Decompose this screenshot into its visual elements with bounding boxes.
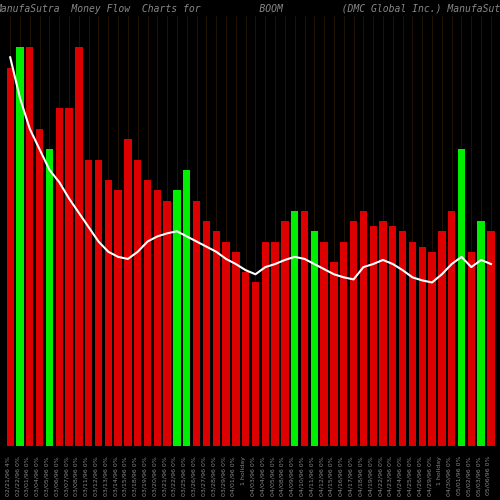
Bar [350,221,358,446]
Bar [301,211,308,446]
Bar [75,47,82,446]
Bar [310,232,318,446]
Bar [16,47,24,446]
Bar [487,232,494,446]
Bar [114,190,122,446]
Bar [46,150,53,446]
Bar [183,170,190,446]
Title: ManufaSutra  Money Flow  Charts for          BOOM          (DMC Global Inc.) Man: ManufaSutra Money Flow Charts for BOOM (… [0,4,500,14]
Bar [468,252,475,446]
Bar [134,160,141,446]
Bar [320,242,328,446]
Bar [380,221,386,446]
Bar [124,139,132,446]
Bar [104,180,112,446]
Bar [399,232,406,446]
Bar [448,211,456,446]
Bar [418,246,426,446]
Bar [26,47,34,446]
Bar [438,232,446,446]
Bar [232,252,239,446]
Bar [370,226,377,446]
Bar [212,232,220,446]
Bar [428,252,436,446]
Bar [56,108,63,446]
Bar [262,242,269,446]
Bar [340,242,347,446]
Bar [202,221,210,446]
Bar [6,68,14,446]
Bar [360,211,367,446]
Bar [281,221,288,446]
Bar [36,129,44,446]
Bar [164,200,171,446]
Bar [409,242,416,446]
Bar [174,190,180,446]
Bar [242,272,250,446]
Bar [66,108,72,446]
Bar [291,211,298,446]
Bar [330,262,338,446]
Bar [85,160,92,446]
Bar [389,226,396,446]
Bar [95,160,102,446]
Bar [154,190,161,446]
Bar [252,282,259,446]
Bar [222,242,230,446]
Bar [272,242,279,446]
Bar [144,180,151,446]
Bar [458,150,465,446]
Bar [478,221,485,446]
Bar [193,200,200,446]
